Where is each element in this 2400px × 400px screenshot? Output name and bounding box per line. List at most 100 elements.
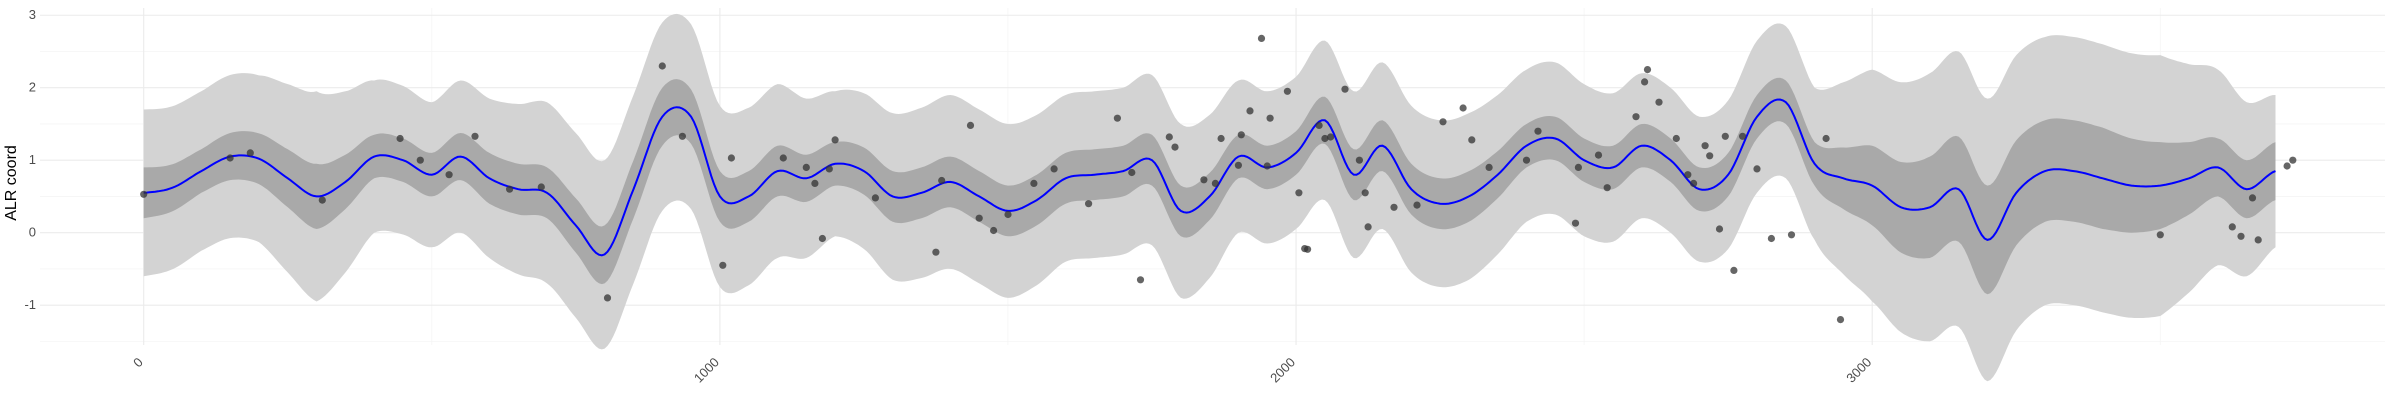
data-point bbox=[1211, 179, 1219, 187]
data-point bbox=[1237, 131, 1245, 139]
data-point bbox=[246, 149, 254, 157]
data-point bbox=[1721, 132, 1729, 140]
data-point bbox=[1355, 156, 1363, 164]
data-point bbox=[1327, 133, 1335, 141]
data-point bbox=[537, 183, 545, 191]
data-point bbox=[1603, 184, 1611, 192]
data-point bbox=[1822, 134, 1830, 143]
data-point bbox=[932, 248, 940, 256]
y-tick-label: -1 bbox=[24, 297, 36, 312]
data-point bbox=[1246, 107, 1254, 115]
data-point bbox=[1257, 34, 1266, 43]
data-point bbox=[445, 171, 453, 179]
inner-confidence-band bbox=[143, 77, 2276, 295]
data-point bbox=[1701, 142, 1709, 150]
data-point bbox=[1234, 161, 1242, 169]
data-point bbox=[802, 163, 810, 171]
data-point bbox=[1522, 156, 1531, 164]
data-point bbox=[975, 214, 983, 222]
data-point bbox=[779, 154, 787, 162]
data-point bbox=[1136, 276, 1145, 284]
data-point bbox=[1753, 165, 1761, 173]
y-tick-label: 3 bbox=[29, 7, 36, 22]
data-point bbox=[1304, 245, 1312, 253]
data-point bbox=[1266, 114, 1274, 122]
data-point bbox=[871, 194, 880, 202]
data-point bbox=[1672, 134, 1680, 143]
y-axis-title: ALR coord bbox=[3, 145, 20, 221]
data-point bbox=[1413, 201, 1421, 209]
data-point bbox=[1459, 104, 1467, 112]
data-point bbox=[678, 132, 687, 140]
data-point bbox=[1715, 225, 1724, 233]
data-point bbox=[1200, 176, 1208, 184]
data-point bbox=[506, 185, 514, 193]
data-point bbox=[1574, 163, 1582, 171]
data-point bbox=[825, 165, 833, 173]
posterior-mean-line bbox=[143, 98, 2276, 257]
data-point bbox=[2156, 231, 2164, 239]
data-point bbox=[2283, 162, 2291, 170]
data-point bbox=[727, 154, 736, 162]
data-point bbox=[1321, 134, 1329, 143]
data-point bbox=[1283, 87, 1291, 95]
data-point bbox=[1632, 113, 1640, 121]
data-point bbox=[1690, 179, 1698, 187]
data-point bbox=[1217, 134, 1225, 143]
data-point bbox=[1655, 98, 1663, 106]
y-axis-tick-labels: -1 0 1 2 3 bbox=[24, 7, 36, 312]
data-point bbox=[226, 154, 234, 162]
data-point bbox=[1767, 234, 1775, 243]
data-point bbox=[1594, 151, 1603, 159]
data-point bbox=[1534, 127, 1542, 135]
data-point bbox=[1295, 189, 1303, 197]
data-point bbox=[1165, 133, 1173, 141]
data-point bbox=[1706, 152, 1714, 160]
data-point bbox=[2248, 194, 2257, 202]
data-point bbox=[2254, 236, 2262, 244]
data-point bbox=[1641, 78, 1649, 86]
data-point bbox=[966, 121, 975, 129]
data-point bbox=[1085, 200, 1093, 208]
data-point bbox=[2237, 232, 2245, 240]
data-point bbox=[1836, 316, 1845, 324]
data-point bbox=[471, 132, 479, 140]
data-point bbox=[818, 234, 827, 243]
data-point bbox=[1004, 210, 1012, 219]
data-point bbox=[719, 261, 727, 269]
x-tick-label: 3000 bbox=[1843, 355, 1874, 386]
data-point bbox=[1113, 114, 1121, 122]
data-point bbox=[1030, 179, 1038, 187]
data-point bbox=[1571, 219, 1580, 227]
data-point bbox=[1439, 118, 1447, 126]
data-point bbox=[1263, 162, 1271, 170]
data-point bbox=[396, 134, 404, 143]
x-tick-label: 2000 bbox=[1267, 354, 1298, 385]
data-point bbox=[831, 136, 839, 144]
data-point bbox=[1684, 171, 1692, 179]
data-point bbox=[1730, 266, 1738, 274]
data-point bbox=[811, 179, 819, 187]
data-point bbox=[658, 62, 666, 70]
data-point bbox=[603, 294, 612, 302]
y-tick-label: 0 bbox=[29, 225, 36, 240]
data-point bbox=[1739, 132, 1747, 140]
data-point bbox=[2228, 223, 2236, 231]
data-point bbox=[1390, 203, 1398, 211]
data-point bbox=[1171, 143, 1179, 151]
data-point bbox=[318, 196, 326, 204]
data-point bbox=[2289, 156, 2297, 164]
x-tick-label: 0 bbox=[130, 355, 146, 371]
data-point bbox=[140, 190, 148, 198]
data-point bbox=[1787, 231, 1796, 239]
observed-points bbox=[140, 34, 2297, 324]
x-tick-label: 1000 bbox=[691, 355, 722, 386]
data-point bbox=[1361, 189, 1369, 197]
data-point bbox=[1468, 136, 1476, 144]
data-point bbox=[1128, 168, 1136, 177]
y-tick-label: 1 bbox=[29, 152, 36, 167]
data-point bbox=[1485, 163, 1493, 171]
data-point bbox=[1341, 85, 1349, 93]
data-point bbox=[1643, 66, 1652, 74]
